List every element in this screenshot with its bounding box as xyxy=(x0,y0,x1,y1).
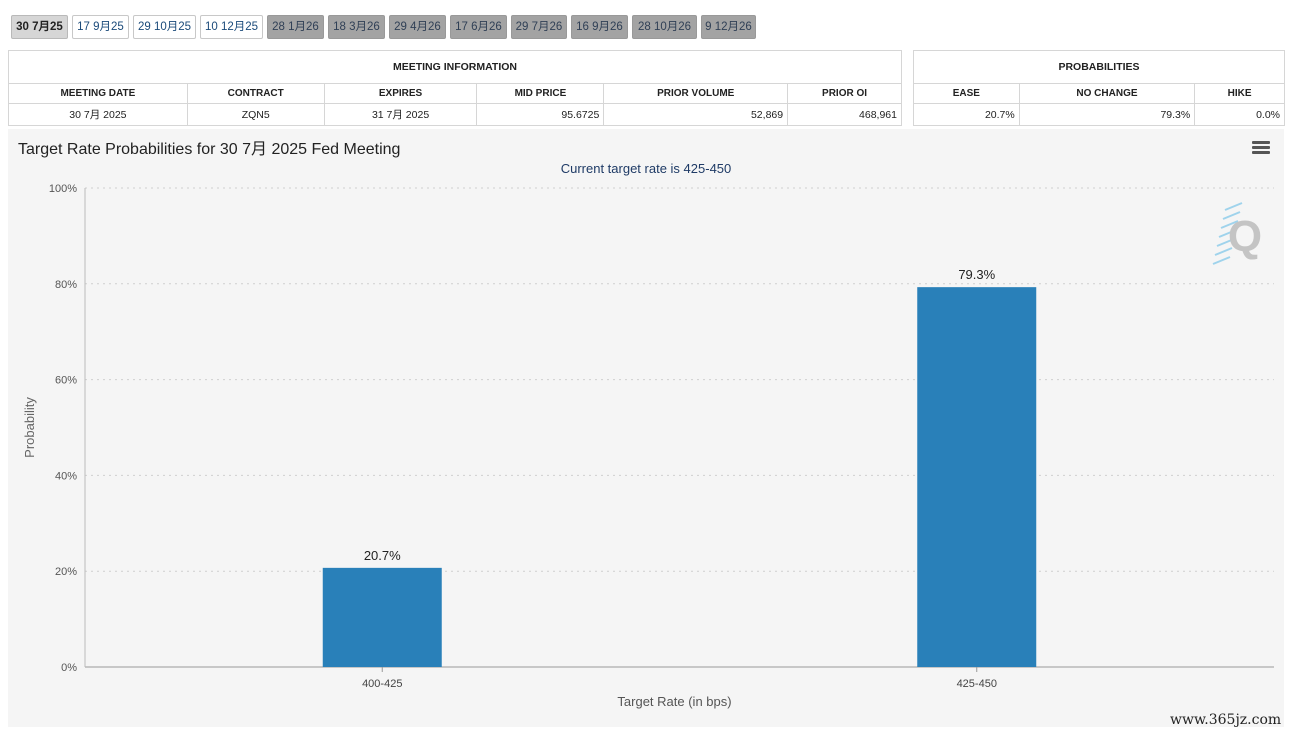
meeting-date-value: 30 7月 2025 xyxy=(8,103,188,126)
header-prior-volume: PRIOR VOLUME xyxy=(603,83,789,104)
meeting-information-title: MEETING INFORMATION xyxy=(8,50,902,84)
x-tick-label: 425-450 xyxy=(957,678,997,690)
expires-value: 31 7月 2025 xyxy=(323,103,478,126)
ease-value: 20.7% xyxy=(913,103,1020,126)
y-tick-label: 100% xyxy=(49,183,77,195)
header-ease: EASE xyxy=(913,83,1020,104)
x-tick-label: 400-425 xyxy=(362,678,402,690)
header-contract: CONTRACT xyxy=(186,83,325,104)
tab-date-1[interactable]: 17 9月25 xyxy=(72,15,129,39)
x-axis-title: Target Rate (in bps) xyxy=(617,694,731,709)
y-tick-label: 20% xyxy=(55,566,77,578)
bar-0 xyxy=(322,567,442,667)
watermark-text: www.365jz.com xyxy=(1170,712,1282,728)
header-meeting-date: MEETING DATE xyxy=(8,83,188,104)
tab-date-9[interactable]: 16 9月26 xyxy=(571,15,628,39)
meeting-information-table: MEETING INFORMATION MEETING DATE CONTRAC… xyxy=(8,50,902,126)
tab-date-7[interactable]: 17 6月26 xyxy=(450,15,507,39)
probabilities-table: PROBABILITIES EASE NO CHANGE HIKE 20.7% … xyxy=(913,50,1285,126)
bar-1 xyxy=(917,287,1037,667)
y-tick-label: 60% xyxy=(55,375,77,387)
tab-date-0[interactable]: 30 7月25 xyxy=(11,15,68,39)
mid-price-value: 95.6725 xyxy=(476,103,605,126)
y-tick-label: 40% xyxy=(55,470,77,482)
chart-menu-icon[interactable] xyxy=(1252,141,1270,155)
probabilities-title: PROBABILITIES xyxy=(913,50,1285,84)
chart-subtitle: Current target rate is 425-450 xyxy=(560,161,732,176)
cme-logo-icon: Q xyxy=(1212,202,1262,265)
prior-oi-value: 468,961 xyxy=(787,103,902,126)
y-tick-label: 80% xyxy=(55,279,77,291)
y-tick-label: 0% xyxy=(61,662,77,674)
no-change-value: 79.3% xyxy=(1018,103,1196,126)
header-no-change: NO CHANGE xyxy=(1018,83,1196,104)
tab-date-5[interactable]: 18 3月26 xyxy=(328,15,385,39)
tab-date-3[interactable]: 10 12月25 xyxy=(200,15,263,39)
svg-text:Q: Q xyxy=(1228,212,1262,261)
y-axis-title: Probability xyxy=(22,397,37,458)
prior-volume-value: 52,869 xyxy=(603,103,789,126)
bar-chart: 0% 20% 40% 60% 80% 100% 20.7% 400-425 79.3% 425-4… xyxy=(22,183,1274,709)
tab-date-8[interactable]: 29 7月26 xyxy=(511,15,567,39)
contract-value: ZQN5 xyxy=(186,103,325,126)
tab-date-6[interactable]: 29 4月26 xyxy=(389,15,446,39)
tab-date-4[interactable]: 28 1月26 xyxy=(267,15,324,39)
tab-date-10[interactable]: 28 10月26 xyxy=(632,15,697,39)
chart-container: Target Rate Probabilities for 30 7月 2025… xyxy=(8,129,1284,727)
header-expires: EXPIRES xyxy=(323,83,478,104)
bar-data-label: 79.3% xyxy=(958,267,995,282)
tab-date-2[interactable]: 29 10月25 xyxy=(133,15,196,39)
header-prior-oi: PRIOR OI xyxy=(787,83,902,104)
hike-value: 0.0% xyxy=(1194,103,1285,126)
chart-title: Target Rate Probabilities for 30 7月 2025… xyxy=(18,141,401,158)
header-mid-price: MID PRICE xyxy=(476,83,605,104)
tab-date-11[interactable]: 9 12月26 xyxy=(701,15,756,39)
header-hike: HIKE xyxy=(1194,83,1285,104)
bar-data-label: 20.7% xyxy=(364,548,401,563)
